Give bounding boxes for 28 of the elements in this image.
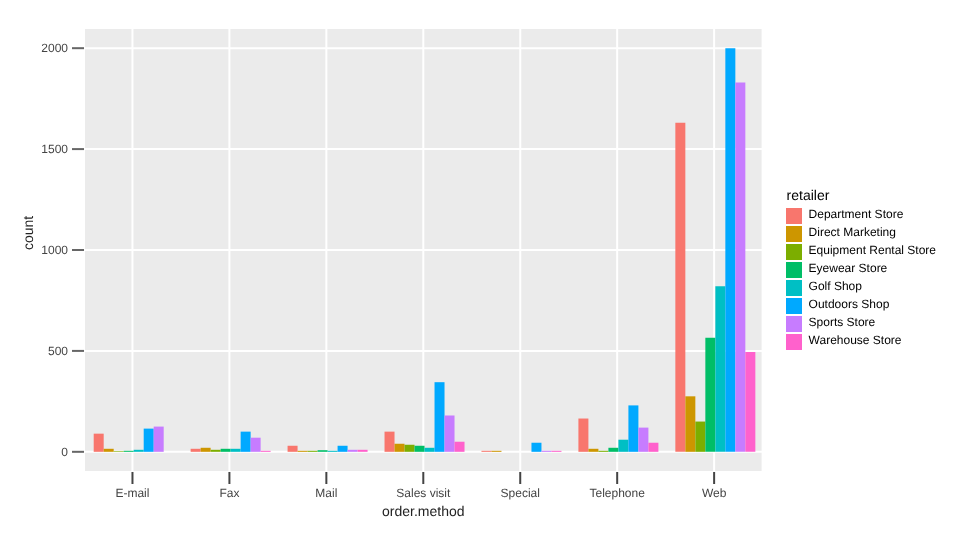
bar [153, 426, 164, 452]
bar [705, 337, 716, 452]
bar [250, 437, 261, 452]
bar [695, 421, 706, 452]
bar [628, 405, 639, 452]
bar [578, 418, 589, 452]
bar [618, 439, 629, 452]
bar [93, 433, 104, 452]
bar [384, 431, 395, 452]
bar [638, 427, 649, 452]
bar [143, 428, 154, 452]
bar [745, 351, 756, 452]
bar [648, 442, 659, 452]
bar [531, 442, 542, 452]
bar [675, 122, 686, 452]
bar [404, 444, 415, 452]
bar [735, 82, 746, 452]
bar [434, 382, 445, 452]
bar [444, 415, 455, 452]
bar [337, 445, 348, 452]
bar [725, 48, 736, 452]
bar [715, 286, 726, 452]
bar [287, 445, 298, 452]
bar [240, 431, 251, 452]
bar [685, 396, 696, 452]
bar [394, 443, 405, 452]
bar [454, 441, 465, 452]
bar [414, 445, 425, 452]
